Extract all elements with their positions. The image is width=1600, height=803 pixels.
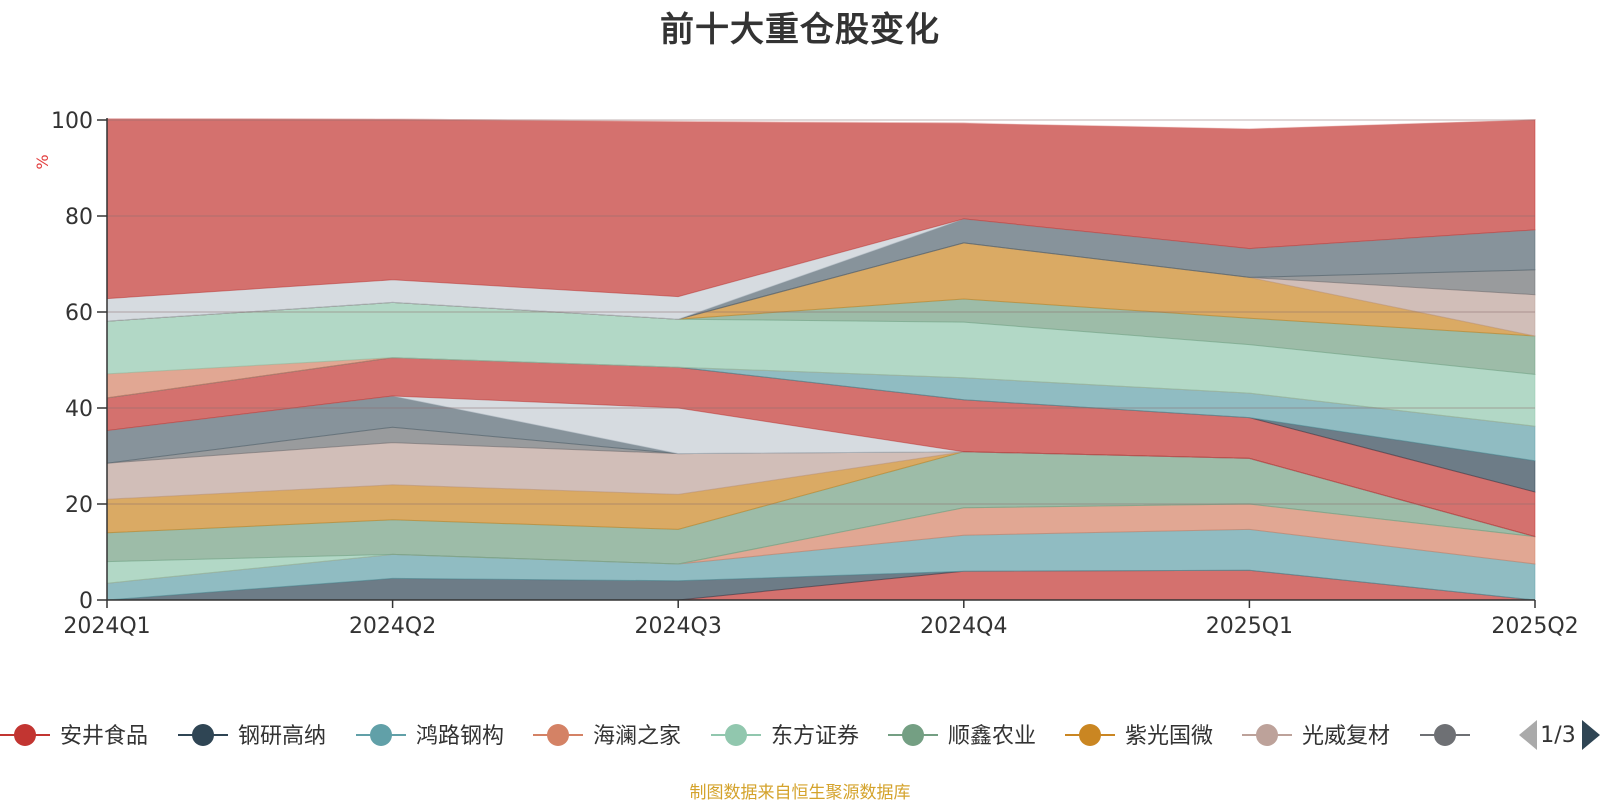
y-axis-unit-label: %	[33, 154, 52, 169]
legend-pager: 1/3	[1519, 720, 1600, 750]
legend-label: 顺鑫农业	[948, 724, 1036, 749]
legend-label: 鸿路钢构	[416, 724, 504, 749]
legend-label: 光威复材	[1302, 724, 1390, 749]
area-series-23	[106, 118, 1536, 130]
y-tick-label: 0	[79, 589, 93, 614]
grid-layer	[107, 119, 1535, 505]
x-tick-label: 2025Q1	[1206, 614, 1293, 639]
legend-item[interactable]: 紫光国微	[1065, 724, 1213, 749]
y-tick-label: 80	[65, 205, 93, 230]
legend-item[interactable]: 东方证券	[711, 724, 859, 749]
y-tick-label: 60	[65, 301, 93, 326]
legend-page-indicator: 1/3	[1540, 723, 1575, 748]
x-tick-label: 2025Q2	[1491, 614, 1578, 639]
legend-prev-arrow-icon[interactable]	[1519, 720, 1537, 750]
legend-item[interactable]: 顺鑫农业	[888, 724, 1036, 749]
y-tick-label: 20	[65, 493, 93, 518]
legend: 安井食品 钢研高纳 鸿路钢构 海澜之家 东方证券 顺鑫农业 紫光国微 光威复材	[0, 724, 1470, 749]
legend-label: 海澜之家	[593, 724, 681, 749]
legend-item[interactable]: 海澜之家	[533, 724, 681, 749]
x-tick-label: 2024Q4	[920, 614, 1007, 639]
areas-layer	[106, 118, 1536, 601]
legend-item[interactable]	[1420, 724, 1470, 746]
legend-label: 紫光国微	[1125, 724, 1213, 749]
legend-label: 东方证券	[771, 724, 859, 749]
legend-next-arrow-icon[interactable]	[1582, 720, 1600, 750]
y-tick-label: 40	[65, 397, 93, 422]
legend-label: 安井食品	[60, 724, 148, 749]
legend-item[interactable]: 鸿路钢构	[356, 724, 504, 749]
axes-layer: 0 20 40 60 80 100 2024Q1 2024Q2 2024Q3 2024Q4 2025…	[51, 109, 1579, 639]
x-tick-label: 2024Q2	[349, 614, 436, 639]
chart-title: 前十大重仓股变化	[660, 10, 940, 50]
legend-label: 钢研高纳	[238, 724, 326, 749]
legend-item[interactable]: 光威复材	[1242, 724, 1390, 749]
x-tick-label: 2024Q3	[635, 614, 722, 639]
legend-item[interactable]: 钢研高纳	[178, 724, 326, 749]
legend-item[interactable]: 安井食品	[0, 724, 148, 749]
x-tick-label: 2024Q1	[63, 614, 150, 639]
source-note: 制图数据来自恒生聚源数据库	[689, 783, 911, 803]
y-tick-label: 100	[51, 109, 93, 134]
